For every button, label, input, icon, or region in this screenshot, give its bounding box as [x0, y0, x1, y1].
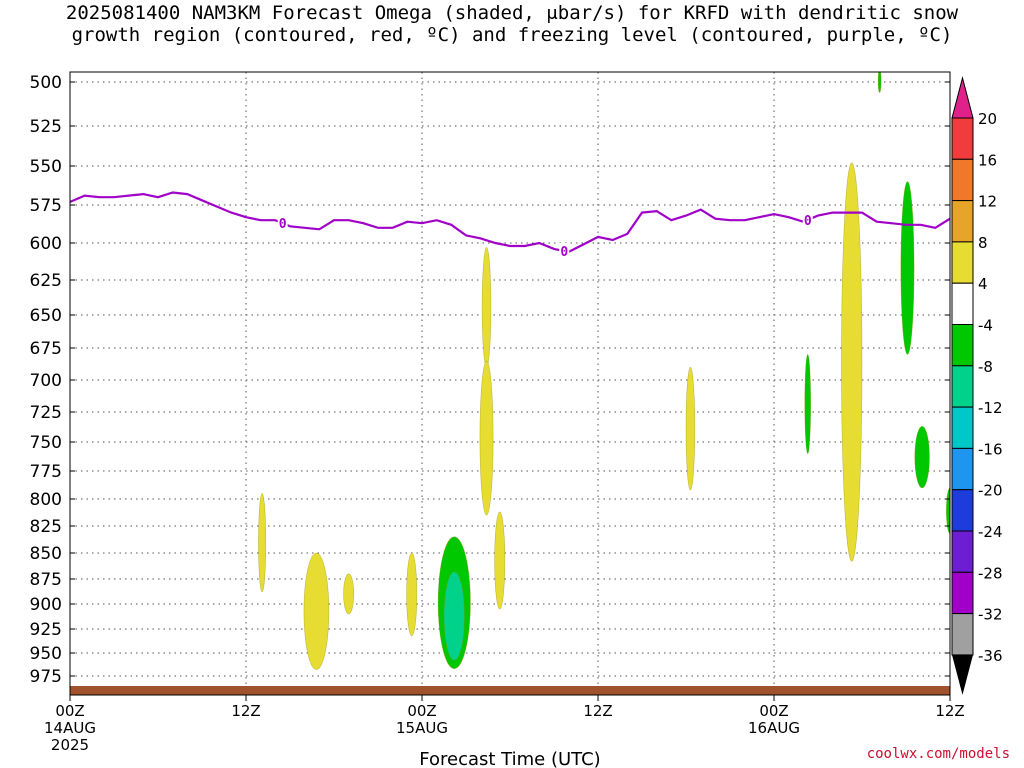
freezing-level-label: 0 — [560, 245, 568, 260]
colorbar-label: -36 — [978, 647, 1003, 665]
y-tick-label: 875 — [30, 570, 62, 590]
colorbar-label: 4 — [978, 275, 988, 293]
freezing-level-label: 0 — [279, 217, 287, 232]
y-tick-label: 775 — [30, 462, 62, 482]
colorbar-bin — [952, 654, 973, 695]
omega-region — [841, 162, 863, 562]
colorbar-label: 16 — [978, 151, 997, 169]
colorbar-label: -32 — [978, 606, 1003, 624]
colorbar-label: -20 — [978, 482, 1003, 500]
y-tick-label: 600 — [30, 234, 62, 254]
colorbar-bin — [951, 489, 974, 532]
y-tick-label: 900 — [30, 595, 62, 615]
colorbar-bin — [951, 406, 974, 449]
title-line-1: 2025081400 NAM3KM Forecast Omega (shaded… — [65, 2, 959, 24]
freezing-level-contour: 0 0 0 — [70, 191, 950, 260]
y-tick-label: 975 — [30, 667, 62, 687]
colorbar-bin — [951, 158, 974, 202]
colorbar-label: 20 — [978, 110, 997, 128]
x-tick-label: 12Z — [231, 702, 260, 720]
omega-region — [685, 366, 696, 491]
credit-text: coolwx.com/models — [866, 746, 1010, 762]
colorbar-label: -16 — [978, 440, 1003, 458]
omega-region — [900, 181, 915, 355]
omega-region — [258, 493, 267, 593]
x-axis-label: Forecast Time (UTC) — [419, 749, 600, 768]
contour-label-bg — [559, 242, 570, 259]
freezing-level-label: 0 — [804, 214, 812, 229]
colorbar-label: -8 — [978, 358, 993, 376]
y-tick-label: 575 — [30, 196, 62, 216]
y-tick-label: 500 — [30, 73, 62, 93]
y-tick-label: 725 — [30, 403, 62, 423]
colorbar-bin — [951, 613, 974, 656]
y-tick-label: 700 — [30, 371, 62, 391]
colorbar-bin — [951, 241, 974, 284]
x-tick-label: 12Z — [583, 702, 612, 720]
colorbar-label: 12 — [978, 193, 997, 211]
colorbar-label: -24 — [978, 523, 1003, 541]
omega-region — [443, 571, 465, 661]
omega-region — [406, 552, 418, 637]
colorbar-label: 8 — [978, 234, 988, 252]
y-axis: 500 525 550 575 600 625 650 675 700 725 750 775 800 8… — [30, 73, 950, 687]
colorbar-bin — [951, 117, 974, 160]
colorbar-bin — [951, 282, 974, 326]
colorbar-label: -12 — [978, 399, 1003, 417]
omega-region — [303, 552, 330, 670]
x-tick-sublabel: 14AUG — [44, 719, 96, 737]
y-tick-label: 925 — [30, 620, 62, 640]
omega-region — [481, 247, 492, 368]
x-tick-year: 2025 — [51, 736, 89, 754]
colorbar-bin — [951, 200, 974, 243]
plot-frame — [69, 71, 951, 696]
colorbar-bin — [951, 447, 974, 491]
y-tick-label: 750 — [30, 433, 62, 453]
colorbar-bin — [951, 571, 974, 615]
y-tick-label: 800 — [30, 490, 62, 510]
y-tick-label: 850 — [30, 544, 62, 564]
omega-shading — [258, 72, 950, 670]
omega-region — [877, 72, 882, 93]
contour-label-bg — [802, 211, 813, 228]
title-line-2: growth region (contoured, red, ºC) and f… — [71, 24, 953, 46]
colorbar-label: -28 — [978, 564, 1003, 582]
y-tick-label: 650 — [30, 306, 62, 326]
x-tick-label: 00Z — [759, 702, 788, 720]
y-tick-label: 675 — [30, 339, 62, 359]
chart-title: 2025081400 NAM3KM Forecast Omega (shaded… — [0, 2, 1024, 46]
omega-region — [914, 426, 930, 489]
y-tick-label: 625 — [30, 271, 62, 291]
grid — [69, 72, 951, 695]
surface-band — [70, 686, 950, 695]
omega-region — [494, 511, 506, 610]
omega-region — [804, 354, 811, 454]
colorbar-bin — [951, 365, 974, 408]
contour-label-bg — [277, 215, 288, 232]
omega-region — [479, 360, 494, 516]
omega-region — [343, 573, 355, 615]
y-tick-label: 825 — [30, 517, 62, 537]
x-tick-label: 00Z — [407, 702, 436, 720]
colorbar-label: -4 — [978, 317, 993, 335]
x-tick-sublabel: 16AUG — [748, 719, 800, 737]
colorbar: 20 16 12 8 4 -4 -8 -12 -16 -20 -24 -28 -32 -36 — [951, 76, 1003, 695]
x-tick-label: 12Z — [935, 702, 964, 720]
y-tick-label: 950 — [30, 644, 62, 664]
colorbar-bin — [951, 76, 974, 119]
colorbar-bin — [951, 324, 974, 367]
y-tick-label: 550 — [30, 157, 62, 177]
x-tick-label: 00Z — [55, 702, 84, 720]
surface-terrain — [70, 686, 950, 695]
y-tick-label: 525 — [30, 117, 62, 137]
x-tick-sublabel: 15AUG — [396, 719, 448, 737]
colorbar-bin — [951, 530, 974, 573]
